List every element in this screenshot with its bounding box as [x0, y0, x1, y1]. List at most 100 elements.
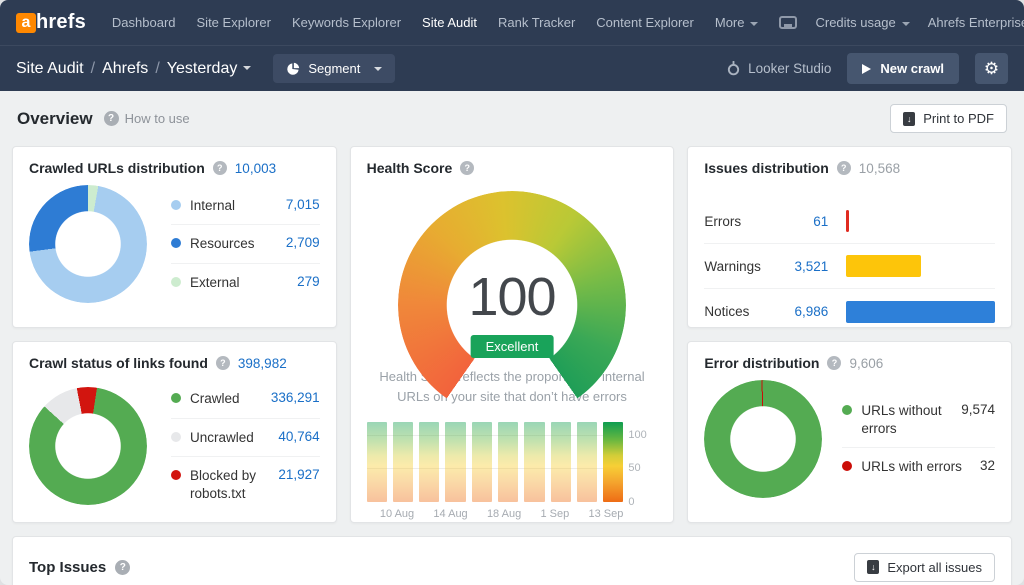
x-axis-label: 1 Sep: [540, 508, 569, 520]
chevron-down-icon: [243, 66, 251, 70]
export-all-issues-button[interactable]: Export all issues: [854, 553, 995, 582]
error-distribution-card: Error distribution 9,606 URLs without er…: [687, 341, 1012, 523]
legend-item-uncrawled[interactable]: Uncrawled 40,764: [171, 419, 320, 458]
legend-label: External: [190, 274, 289, 292]
nav-item-site-audit[interactable]: Site Audit: [422, 15, 477, 30]
breadcrumb: Site Audit / Ahrefs / Yesterday: [16, 60, 251, 78]
legend-label: URLs without errors: [861, 402, 953, 437]
document-download-icon: [867, 560, 879, 574]
new-crawl-button[interactable]: New crawl: [847, 53, 959, 84]
errors-bar: [846, 210, 849, 232]
legend-label: Uncrawled: [190, 429, 270, 447]
ahrefs-logo-mark: a: [16, 13, 36, 33]
legend-item-urls-without-errors[interactable]: URLs without errors 9,574: [842, 392, 995, 448]
nav-item-keywords-explorer[interactable]: Keywords Explorer: [292, 15, 401, 30]
how-to-use-link[interactable]: How to use: [104, 111, 190, 126]
legend-item-resources[interactable]: Resources 2,709: [171, 225, 320, 264]
issue-row-errors: Errors 61: [704, 199, 995, 244]
breadcrumb-project[interactable]: Ahrefs: [102, 60, 148, 78]
nav-item-rank-tracker[interactable]: Rank Tracker: [498, 15, 575, 30]
page-header: Overview How to use Print to PDF: [17, 104, 1007, 133]
gear-icon: ⚙: [984, 59, 999, 79]
help-icon[interactable]: [213, 161, 227, 175]
help-icon: [104, 111, 119, 126]
chevron-down-icon: [902, 22, 910, 26]
error-distribution-total: 9,606: [849, 356, 883, 371]
x-axis-label: 10 Aug: [380, 508, 414, 520]
new-crawl-label: New crawl: [880, 61, 944, 76]
ahrefs-logo-text: hrefs: [36, 11, 86, 34]
account-menu[interactable]: Ahrefs Enterprise: [928, 15, 1024, 30]
legend-item-urls-with-errors[interactable]: URLs with errors 32: [842, 448, 995, 486]
legend-value[interactable]: 336,291: [271, 390, 320, 405]
project-toolbar: Site Audit / Ahrefs / Yesterday Segment …: [0, 45, 1024, 91]
legend-item-external[interactable]: External 279: [171, 264, 320, 302]
crawled-urls-header: Crawled URLs distribution 10,003: [13, 147, 336, 185]
crawl-status-card: Crawl status of links found 398,982 Craw…: [12, 341, 337, 523]
issue-count-link[interactable]: 6,986: [776, 304, 828, 319]
print-to-pdf-label: Print to PDF: [923, 111, 994, 126]
legend-item-crawled[interactable]: Crawled 336,291: [171, 380, 320, 419]
y-axis-tick: 50: [628, 462, 656, 474]
help-icon[interactable]: [216, 356, 230, 370]
nav-item-dashboard[interactable]: Dashboard: [112, 15, 176, 30]
looker-studio-icon: [726, 61, 741, 76]
issue-label: Notices: [704, 304, 776, 319]
top-navbar: a hrefs Dashboard Site Explorer Keywords…: [0, 0, 1024, 45]
credits-usage-label: Credits usage: [815, 15, 895, 30]
legend-value[interactable]: 279: [297, 274, 320, 289]
help-icon[interactable]: [837, 161, 851, 175]
help-icon[interactable]: [460, 161, 474, 175]
display-icon[interactable]: [779, 16, 797, 29]
crawl-date-dropdown[interactable]: Yesterday: [167, 60, 252, 78]
legend-dot: [171, 393, 181, 403]
legend-item-blocked[interactable]: Blocked by robots.txt 21,927: [171, 457, 320, 512]
site-audit-app: a hrefs Dashboard Site Explorer Keywords…: [0, 0, 1024, 585]
issue-count-link[interactable]: 3,521: [776, 259, 828, 274]
error-distribution-legend: URLs without errors 9,574 URLs with erro…: [842, 392, 995, 486]
health-score-badge: Excellent: [471, 335, 554, 358]
looker-studio-link[interactable]: Looker Studio: [726, 61, 831, 76]
crawl-status-header: Crawl status of links found 398,982: [13, 342, 336, 380]
issue-label: Errors: [704, 214, 776, 229]
legend-value[interactable]: 2,709: [286, 235, 320, 250]
cards-grid: Crawled URLs distribution 10,003 Interna…: [12, 146, 1012, 523]
help-icon[interactable]: [115, 560, 130, 575]
nav-item-site-explorer[interactable]: Site Explorer: [197, 15, 271, 30]
ahrefs-logo[interactable]: a hrefs: [16, 11, 86, 34]
legend-value[interactable]: 40,764: [278, 429, 319, 444]
breadcrumb-separator: /: [91, 60, 95, 78]
health-history-bar: [393, 422, 413, 502]
legend-value[interactable]: 7,015: [286, 197, 320, 212]
account-label: Ahrefs Enterprise: [928, 15, 1024, 30]
legend-dot: [842, 405, 852, 415]
legend-item-internal[interactable]: Internal 7,015: [171, 187, 320, 226]
legend-dot: [171, 238, 181, 248]
top-issues-title: Top Issues: [29, 559, 106, 576]
settings-button[interactable]: ⚙: [975, 53, 1008, 84]
issue-count-link[interactable]: 61: [776, 214, 828, 229]
card-title: Error distribution: [704, 355, 819, 371]
breadcrumb-separator: /: [155, 60, 159, 78]
legend-dot: [842, 461, 852, 471]
nav-item-content-explorer[interactable]: Content Explorer: [596, 15, 694, 30]
issue-row-notices: Notices 6,986: [704, 289, 995, 334]
crawled-urls-legend: Internal 7,015 Resources 2,709 External: [171, 187, 320, 302]
legend-value[interactable]: 21,927: [278, 467, 319, 482]
print-to-pdf-button[interactable]: Print to PDF: [890, 104, 1007, 133]
segment-dropdown-button[interactable]: Segment: [273, 54, 395, 83]
credits-usage-menu[interactable]: Credits usage: [815, 15, 909, 30]
issues-rows: Errors 61 Warnings 3,521 Notices 6,986: [688, 185, 1011, 334]
help-icon[interactable]: [827, 356, 841, 370]
breadcrumb-site-audit[interactable]: Site Audit: [16, 60, 84, 78]
crawled-urls-total[interactable]: 10,003: [235, 161, 276, 176]
legend-dot: [171, 277, 181, 287]
nav-more-menu[interactable]: More: [715, 15, 759, 30]
nav-more-label: More: [715, 15, 745, 30]
issue-bar-zone: [846, 255, 995, 277]
chevron-down-icon: [374, 67, 382, 71]
legend-dot: [171, 200, 181, 210]
crawl-status-total[interactable]: 398,982: [238, 356, 287, 371]
health-score-card: Health Score 100 Excellent Health Score …: [350, 146, 675, 523]
export-all-issues-label: Export all issues: [887, 560, 982, 575]
